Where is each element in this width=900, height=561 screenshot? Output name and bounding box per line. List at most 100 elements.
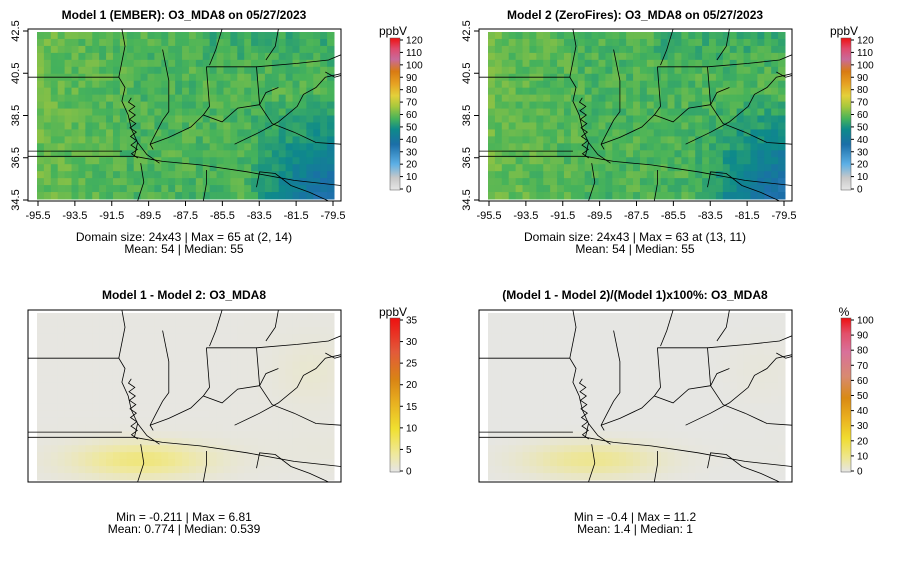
heatmap-cell bbox=[182, 171, 190, 179]
heatmap-cell bbox=[209, 73, 218, 82]
heatmap-cell bbox=[488, 466, 496, 474]
heatmap-cell bbox=[306, 185, 314, 193]
heatmap-cell bbox=[702, 150, 710, 158]
heatmap-cell bbox=[78, 38, 86, 47]
heatmap-cell bbox=[750, 375, 758, 384]
heatmap-cell bbox=[258, 382, 266, 391]
heatmap-cell bbox=[598, 445, 606, 453]
heatmap-cell bbox=[313, 452, 321, 460]
heatmap-cell bbox=[71, 66, 79, 75]
heatmap-cell bbox=[99, 45, 107, 54]
heatmap-cell bbox=[216, 319, 224, 328]
heatmap-cell bbox=[550, 319, 558, 328]
heatmap-cell bbox=[757, 368, 765, 377]
heatmap-cell bbox=[695, 417, 703, 425]
heatmap-cell bbox=[577, 368, 586, 377]
heatmap-cell bbox=[188, 410, 197, 418]
heatmap-cell bbox=[695, 347, 703, 356]
heatmap-cell bbox=[515, 319, 524, 328]
heatmap-cell bbox=[757, 38, 765, 47]
heatmap-cell bbox=[106, 333, 114, 342]
heatmap-cell bbox=[550, 340, 558, 349]
heatmap-cell bbox=[605, 333, 613, 342]
heatmap-cell bbox=[557, 80, 565, 89]
heatmap-cell bbox=[681, 157, 689, 165]
heatmap-cell bbox=[299, 382, 307, 391]
heatmap-cell bbox=[299, 115, 307, 123]
heatmap-cell bbox=[598, 438, 606, 446]
heatmap-cell bbox=[488, 333, 496, 342]
heatmap-cell bbox=[639, 59, 648, 68]
heatmap-cell bbox=[37, 157, 45, 165]
heatmap-cell bbox=[709, 164, 717, 172]
heatmap-cell bbox=[494, 101, 503, 110]
heatmap-cell bbox=[71, 185, 79, 193]
heatmap-cell bbox=[660, 438, 669, 446]
heatmap-cell bbox=[237, 389, 245, 397]
heatmap-cell bbox=[715, 32, 724, 40]
heatmap-cell bbox=[216, 389, 224, 397]
heatmap-cell bbox=[202, 150, 211, 158]
heatmap-cell bbox=[244, 368, 252, 377]
heatmap-cell bbox=[285, 150, 294, 158]
heatmap-cell bbox=[223, 319, 231, 328]
heatmap-cell bbox=[230, 347, 238, 356]
heatmap-cell bbox=[209, 80, 218, 89]
heatmap-cell bbox=[709, 87, 717, 96]
heatmap-cell bbox=[660, 192, 669, 200]
heatmap-cell bbox=[515, 59, 524, 68]
heatmap-cell bbox=[85, 108, 93, 116]
heatmap-cell bbox=[71, 445, 79, 453]
heatmap-cell bbox=[50, 473, 59, 481]
heatmap-cell bbox=[771, 66, 779, 75]
heatmap-cell bbox=[209, 438, 218, 446]
heatmap-cell bbox=[626, 410, 634, 418]
heatmap-cell bbox=[771, 129, 779, 137]
heatmap-cell bbox=[584, 122, 593, 130]
heatmap-cell bbox=[320, 438, 328, 446]
heatmap-cell bbox=[764, 171, 772, 179]
heatmap-cell bbox=[667, 171, 675, 179]
heatmap-cell bbox=[543, 136, 551, 144]
heatmap-cell bbox=[557, 101, 565, 110]
heatmap-cell bbox=[168, 66, 176, 75]
heatmap-cell bbox=[251, 368, 259, 377]
heatmap-cell bbox=[702, 122, 710, 130]
heatmap-cell bbox=[667, 417, 675, 425]
heatmap-cell bbox=[327, 136, 335, 144]
heatmap-cell bbox=[57, 368, 66, 377]
heatmap-cell bbox=[722, 382, 731, 391]
heatmap-cell bbox=[78, 375, 86, 384]
heatmap-cell bbox=[78, 101, 86, 110]
heatmap-cell bbox=[563, 424, 572, 432]
heatmap-cell bbox=[674, 45, 682, 54]
heatmap-cell bbox=[168, 445, 176, 453]
heatmap-cell bbox=[591, 157, 600, 165]
heatmap-cell bbox=[106, 326, 114, 335]
heatmap-cell bbox=[258, 438, 266, 446]
heatmap-cell bbox=[64, 178, 73, 186]
heatmap-cell bbox=[667, 340, 675, 349]
heatmap-cell bbox=[667, 129, 675, 137]
colorbar-tick-label: 90 bbox=[857, 73, 869, 84]
heatmap-cell bbox=[126, 417, 135, 425]
heatmap-cell bbox=[147, 87, 155, 96]
heatmap-cell bbox=[626, 52, 634, 61]
heatmap-cell bbox=[168, 354, 176, 363]
heatmap-cell bbox=[327, 122, 335, 130]
panel-title: (Model 1 - Model 2)/(Model 1)x100%: O3_M… bbox=[502, 288, 768, 302]
heatmap-cell bbox=[494, 473, 503, 481]
heatmap-cell bbox=[271, 52, 280, 61]
heatmap-cell bbox=[653, 101, 662, 110]
heatmap-cell bbox=[106, 473, 114, 481]
heatmap-cell bbox=[536, 45, 544, 54]
heatmap-cell bbox=[258, 73, 266, 82]
heatmap-cell bbox=[757, 157, 765, 165]
y-tick-label: 40.5 bbox=[10, 63, 22, 84]
heatmap-cell bbox=[147, 417, 155, 425]
heatmap-cell bbox=[216, 452, 224, 460]
heatmap-cell bbox=[264, 192, 273, 200]
heatmap-cell bbox=[292, 466, 300, 474]
heatmap-cell bbox=[92, 452, 100, 460]
heatmap-cell bbox=[674, 80, 682, 89]
